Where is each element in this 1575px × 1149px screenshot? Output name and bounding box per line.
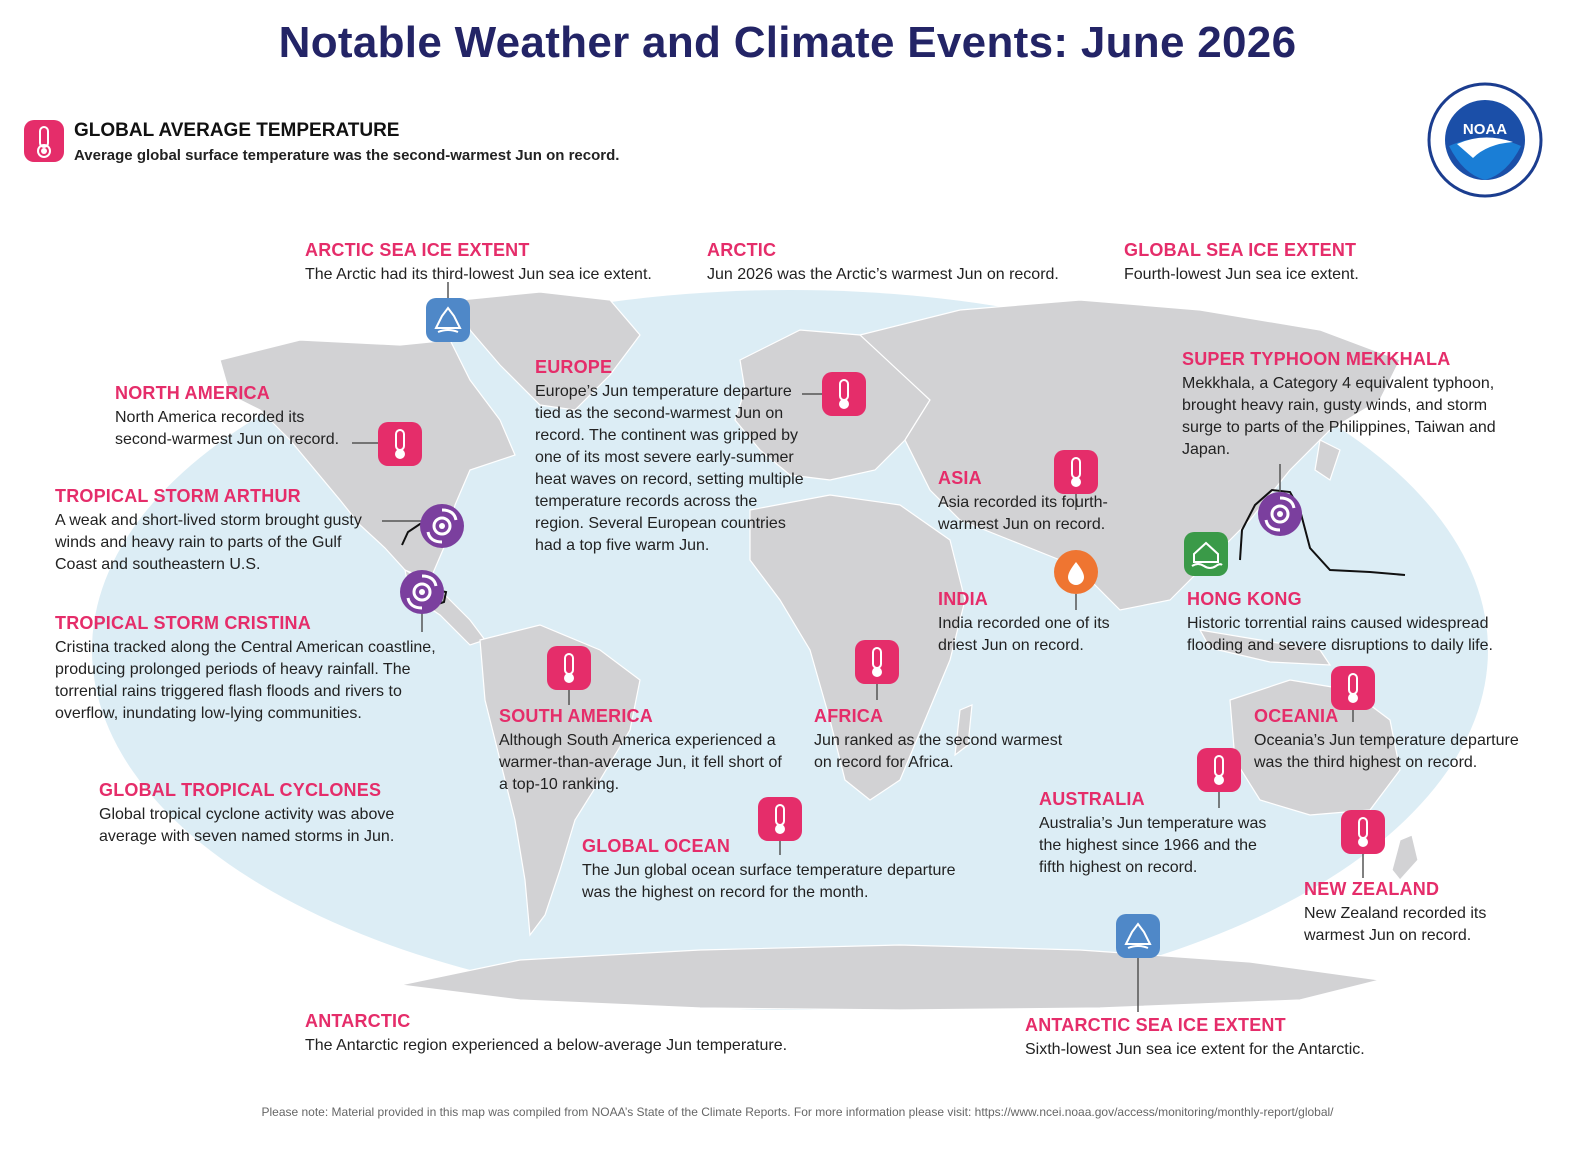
event-arctic-sea-ice: ARCTIC SEA ICE EXTENT The Arctic had its… — [305, 240, 685, 286]
noaa-logo-text: NOAA — [1463, 121, 1507, 138]
event-heading: ARCTIC — [707, 240, 777, 260]
event-antarctic-sea-ice: ANTARCTIC SEA ICE EXTENT Sixth-lowest Ju… — [1025, 1015, 1405, 1061]
event-heading: ARCTIC SEA ICE EXTENT — [305, 240, 530, 260]
event-heading: TROPICAL STORM CRISTINA — [55, 613, 311, 633]
australia — [1229, 679, 1401, 816]
event-heading: HONG KONG — [1187, 589, 1302, 609]
event-global-ocean: GLOBAL OCEAN The Jun global ocean surfac… — [582, 836, 982, 904]
thermometer-icon — [547, 646, 591, 690]
event-heading: AUSTRALIA — [1039, 789, 1145, 809]
thermometer-icon — [1197, 748, 1241, 792]
hurricane-icon — [1258, 492, 1302, 536]
event-africa: AFRICA Jun ranked as the second warmest … — [814, 706, 1079, 774]
flood-icon — [1184, 532, 1228, 576]
event-heading: OCEANIA — [1254, 706, 1339, 726]
greenland — [459, 291, 641, 411]
event-heading: ANTARCTIC SEA ICE EXTENT — [1025, 1015, 1286, 1035]
event-asia: ASIA Asia recorded its fourth-warmest Ju… — [938, 468, 1163, 536]
event-heading: EUROPE — [535, 357, 613, 377]
footer-note: Please note: Material provided in this m… — [261, 1105, 1334, 1119]
event-text: Jun 2026 was the Arctic’s warmest Jun on… — [707, 266, 1059, 283]
event-global-tropical-cyclones: GLOBAL TROPICAL CYCLONES Global tropical… — [99, 780, 419, 848]
event-text: Cristina tracked along the Central Ameri… — [55, 639, 436, 722]
event-text: New Zealand recorded its warmest Jun on … — [1304, 905, 1487, 944]
thermometer-icon — [378, 422, 422, 466]
event-text: Although South America experienced a war… — [499, 732, 782, 793]
event-heading: SOUTH AMERICA — [499, 706, 653, 726]
event-heading: ASIA — [938, 468, 982, 488]
thermometer-icon — [758, 797, 802, 841]
noaa-logo: NOAA — [1427, 82, 1543, 198]
thermometer-icon — [1331, 666, 1375, 710]
page-title: Notable Weather and Climate Events: June… — [278, 18, 1297, 67]
event-australia: AUSTRALIA Australia’s Jun temperature wa… — [1039, 789, 1284, 879]
event-text: Asia recorded its fourth-warmest Jun on … — [938, 494, 1108, 533]
event-heading: GLOBAL OCEAN — [582, 836, 731, 856]
event-text: The Antarctic region experienced a below… — [305, 1037, 788, 1054]
event-text: Oceania’s Jun temperature departure was … — [1254, 732, 1519, 771]
japan — [1314, 439, 1341, 481]
event-heading: ANTARCTIC — [305, 1011, 411, 1031]
event-south-america: SOUTH AMERICA Although South America exp… — [499, 706, 784, 796]
event-india: INDIA India recorded one of its driest J… — [938, 589, 1128, 657]
madagascar — [954, 704, 973, 757]
event-heading: NORTH AMERICA — [115, 383, 270, 403]
event-text: The Jun global ocean surface temperature… — [582, 862, 956, 901]
global-average-heading: GLOBAL AVERAGE TEMPERATURE — [74, 120, 400, 141]
event-heading: GLOBAL TROPICAL CYCLONES — [99, 780, 382, 800]
event-text: Historic torrential rains caused widespr… — [1187, 615, 1493, 654]
global-average-text: Average global surface temperature was t… — [74, 147, 620, 164]
event-new-zealand: NEW ZEALAND New Zealand recorded its war… — [1304, 879, 1499, 947]
drought-icon — [1054, 550, 1098, 594]
event-text: Sixth-lowest Jun sea ice extent for the … — [1025, 1041, 1365, 1058]
event-text: Europe’s Jun temperature departure tied … — [535, 383, 804, 554]
sea-ice-icon — [426, 298, 470, 342]
hurricane-icon — [420, 504, 464, 548]
event-arctic: ARCTIC Jun 2026 was the Arctic’s warmest… — [707, 240, 1087, 286]
event-tropical-storm-arthur: TROPICAL STORM ARTHUR A weak and short-l… — [55, 486, 380, 576]
event-heading: AFRICA — [814, 706, 884, 726]
event-europe: EUROPE Europe’s Jun temperature departur… — [535, 357, 810, 557]
event-text: Global tropical cyclone activity was abo… — [99, 806, 395, 845]
thermometer-icon — [1341, 810, 1385, 854]
thermometer-icon — [1054, 450, 1098, 494]
event-antarctic: ANTARCTIC The Antarctic region experienc… — [305, 1011, 825, 1057]
event-text: A weak and short-lived storm brought gus… — [55, 512, 362, 573]
thermometer-icon — [24, 120, 64, 162]
event-heading: SUPER TYPHOON MEKKHALA — [1182, 349, 1451, 369]
indonesia — [1198, 629, 1332, 666]
event-super-typhoon: SUPER TYPHOON MEKKHALA Mekkhala, a Categ… — [1182, 349, 1502, 461]
thermometer-icon — [855, 640, 899, 684]
event-north-america: NORTH AMERICA North America recorded its… — [115, 383, 355, 451]
event-text: The Arctic had its third-lowest Jun sea … — [305, 266, 652, 283]
south-america — [479, 624, 641, 937]
event-heading: NEW ZEALAND — [1304, 879, 1440, 899]
thermometer-icon — [822, 372, 866, 416]
event-text: India recorded one of its driest Jun on … — [938, 615, 1110, 654]
event-global-sea-ice: GLOBAL SEA ICE EXTENT Fourth-lowest Jun … — [1124, 240, 1424, 286]
event-text: Jun ranked as the second warmest on reco… — [814, 732, 1063, 771]
event-heading: TROPICAL STORM ARTHUR — [55, 486, 301, 506]
sea-ice-icon — [1116, 914, 1160, 958]
new-zealand — [1391, 834, 1419, 881]
connector-lines — [352, 282, 1364, 1012]
event-text: Mekkhala, a Category 4 equivalent typhoo… — [1182, 375, 1496, 458]
event-text: Fourth-lowest Jun sea ice extent. — [1124, 266, 1359, 283]
event-heading: GLOBAL SEA ICE EXTENT — [1124, 240, 1357, 260]
event-hong-kong: HONG KONG Historic torrential rains caus… — [1187, 589, 1517, 657]
antarctica — [399, 944, 1381, 1011]
event-heading: INDIA — [938, 589, 988, 609]
event-tropical-storm-cristina: TROPICAL STORM CRISTINA Cristina tracked… — [55, 613, 450, 725]
event-text: Australia’s Jun temperature was the high… — [1039, 815, 1267, 876]
hurricane-icon — [400, 570, 444, 614]
event-oceania: OCEANIA Oceania’s Jun temperature depart… — [1254, 706, 1539, 774]
event-text: North America recorded its second-warmes… — [115, 409, 340, 448]
